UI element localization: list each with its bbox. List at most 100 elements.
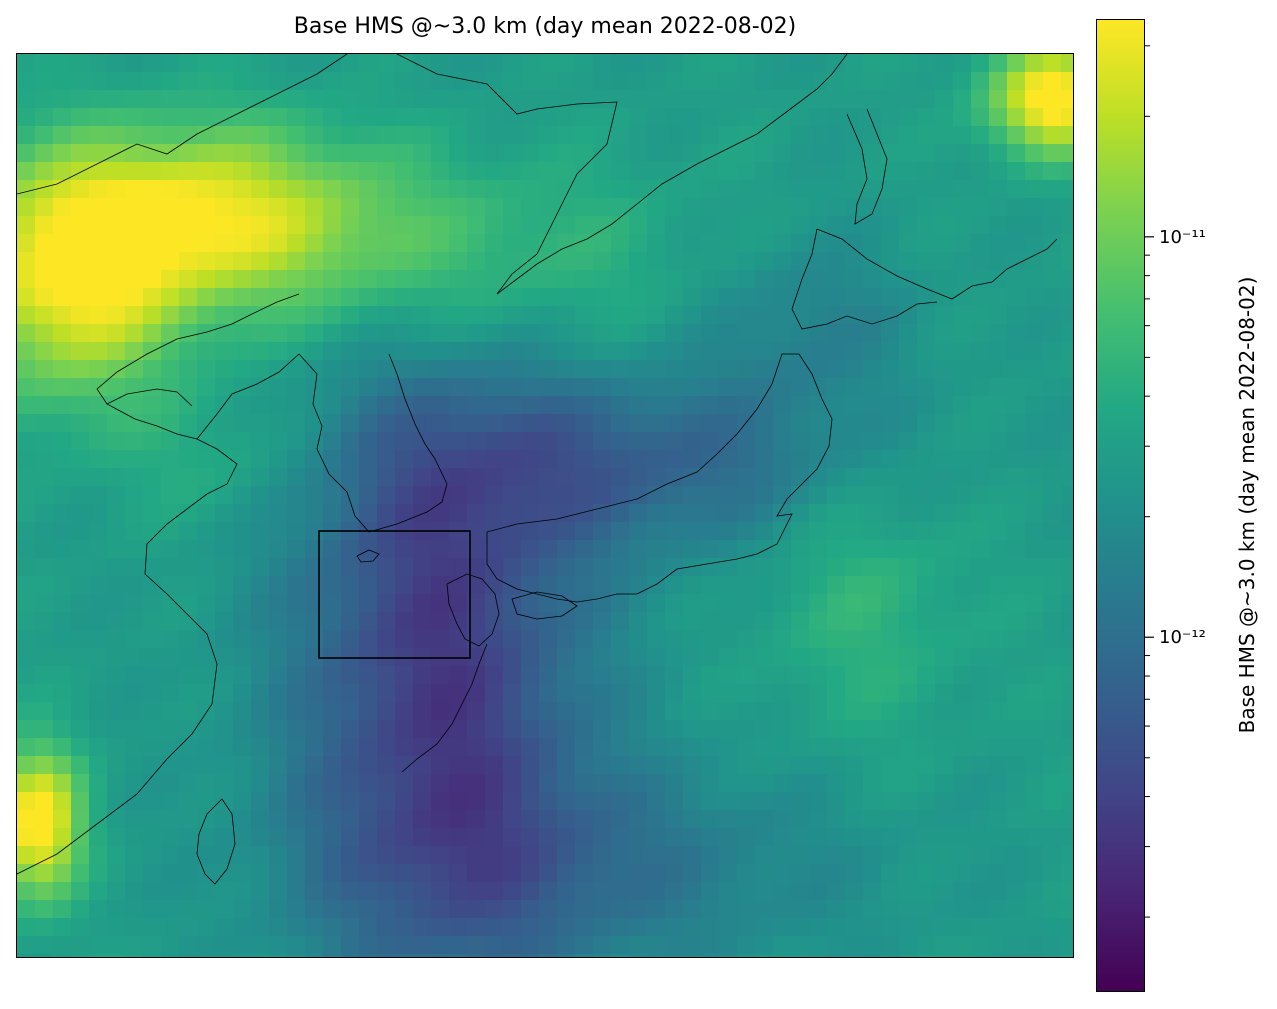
heat-cell (557, 756, 576, 775)
heat-cell (485, 918, 504, 937)
heat-cell (449, 378, 468, 397)
heat-cell (575, 234, 594, 253)
heat-cell (485, 810, 504, 829)
heat-cell (863, 594, 882, 613)
heat-cell (899, 702, 918, 721)
heat-cell (683, 810, 702, 829)
heat-cell (683, 936, 702, 955)
heat-cell (161, 558, 180, 577)
heat-cell (17, 306, 36, 325)
heat-cell (557, 252, 576, 271)
heat-cell (899, 828, 918, 847)
heat-cell (431, 378, 450, 397)
heat-cell (593, 162, 612, 181)
heat-cell (557, 54, 576, 73)
heat-cell (755, 882, 774, 901)
heat-cell (161, 216, 180, 235)
heat-cell (953, 90, 972, 109)
heat-cell (323, 900, 342, 919)
heat-cell (701, 882, 720, 901)
heat-cell (377, 576, 396, 595)
heat-cell (287, 828, 306, 847)
heat-cell (935, 540, 954, 559)
heat-cell (719, 486, 738, 505)
heat-cell (989, 504, 1008, 523)
heat-cell (431, 792, 450, 811)
heat-cell (233, 846, 252, 865)
heat-cell (431, 288, 450, 307)
heat-cell (17, 126, 36, 145)
heat-cell (665, 504, 684, 523)
heat-cell (485, 522, 504, 541)
heat-cell (989, 306, 1008, 325)
heat-cell (215, 558, 234, 577)
heat-cell (341, 306, 360, 325)
heat-cell (737, 414, 756, 433)
heat-cell (701, 828, 720, 847)
heat-cell (305, 306, 324, 325)
heat-cell (215, 360, 234, 379)
heat-cell (917, 720, 936, 739)
heat-cell (953, 576, 972, 595)
heat-cell (539, 180, 558, 199)
heat-cell (233, 90, 252, 109)
heat-cell (71, 162, 90, 181)
heat-cell (521, 756, 540, 775)
heat-cell (845, 306, 864, 325)
heat-cell (35, 792, 54, 811)
heat-cell (89, 414, 108, 433)
heat-cell (935, 594, 954, 613)
heat-cell (125, 180, 144, 199)
heat-cell (215, 864, 234, 883)
heat-cell (197, 288, 216, 307)
heat-cell (665, 432, 684, 451)
heat-cell (827, 540, 846, 559)
heat-cell (593, 144, 612, 163)
heat-cell (755, 774, 774, 793)
heat-cell (413, 180, 432, 199)
heat-cell (989, 864, 1008, 883)
heat-cell (431, 756, 450, 775)
heat-cell (17, 252, 36, 271)
heat-cell (431, 828, 450, 847)
heat-cell (755, 180, 774, 199)
heat-cell (683, 252, 702, 271)
heat-cell (629, 648, 648, 667)
heat-cell (521, 738, 540, 757)
heat-cell (701, 288, 720, 307)
heat-cell (521, 900, 540, 919)
heat-cell (917, 396, 936, 415)
heat-cell (953, 882, 972, 901)
heat-cell (737, 360, 756, 379)
heat-cell (827, 432, 846, 451)
heat-cell (557, 612, 576, 631)
heat-cell (665, 324, 684, 343)
heat-cell (1043, 630, 1062, 649)
heat-cell (1043, 270, 1062, 289)
heat-cell (665, 720, 684, 739)
heat-cell (305, 378, 324, 397)
heat-cell (521, 342, 540, 361)
heat-cell (197, 342, 216, 361)
heat-cell (521, 936, 540, 955)
heat-cell (413, 90, 432, 109)
heat-cell (377, 810, 396, 829)
heat-cell (251, 522, 270, 541)
heat-cell (629, 810, 648, 829)
heat-cell (467, 648, 486, 667)
heat-cell (449, 594, 468, 613)
heat-cell (647, 792, 666, 811)
heat-cell (161, 900, 180, 919)
heat-cell (125, 432, 144, 451)
heat-cell (881, 288, 900, 307)
heat-cell (881, 522, 900, 541)
heat-cell (395, 360, 414, 379)
heat-cell (485, 324, 504, 343)
heat-cell (467, 468, 486, 487)
heat-cell (341, 180, 360, 199)
heat-cell (899, 90, 918, 109)
heat-cell (575, 252, 594, 271)
heat-cell (845, 846, 864, 865)
heat-cell (1043, 846, 1062, 865)
heat-cell (593, 612, 612, 631)
